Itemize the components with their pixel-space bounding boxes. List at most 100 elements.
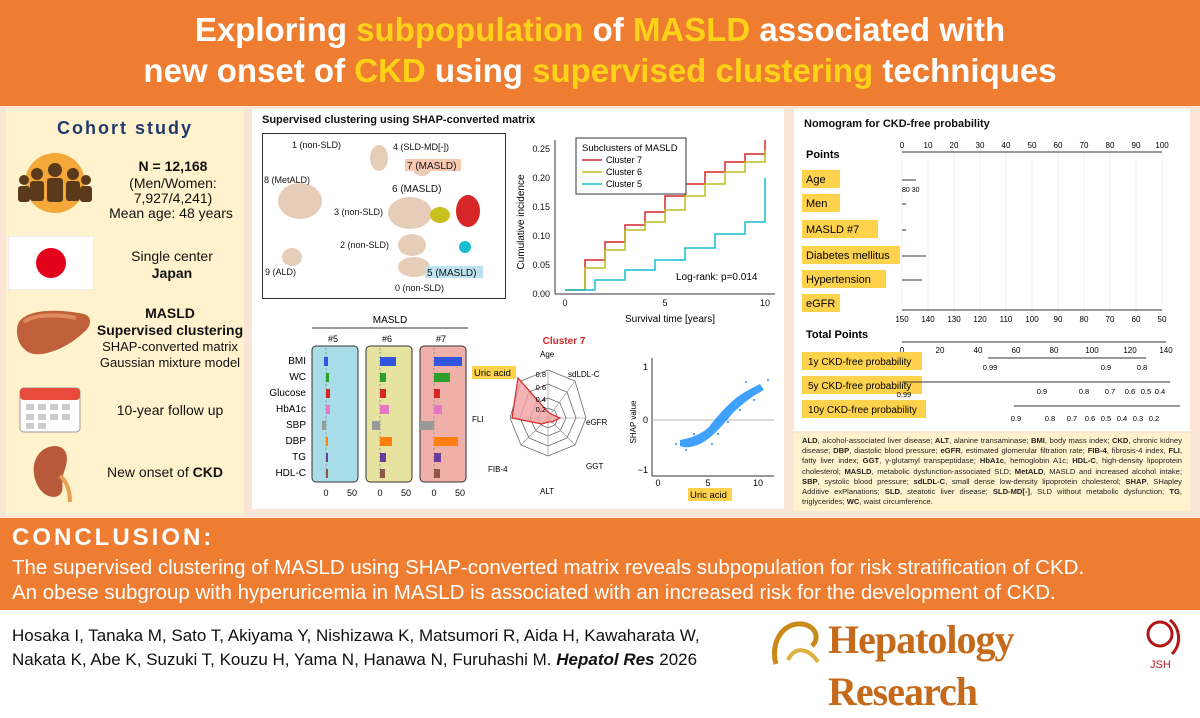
bar-row-label: HbA1c xyxy=(276,404,306,415)
umap-plot: 1 (non-SLD) 4 (SLD-MD[-]) 7 (MASLD) 8 (M… xyxy=(262,133,506,299)
abbrev-definition: , diastolic blood pressure; xyxy=(849,446,941,456)
hepatology-research-logo xyxy=(772,621,820,665)
abbrev-term: SBP xyxy=(802,476,818,486)
radar-ring-label: 0.2 xyxy=(536,405,546,414)
title-banner: Exploring subpopulation of MASLD associa… xyxy=(0,0,1200,106)
km-ytick: 0.15 xyxy=(532,202,550,212)
abbrev-term: MASLD xyxy=(844,466,872,476)
nomo-points-tick: 40 xyxy=(1002,141,1011,150)
conclusion-title: CONCLUSION: xyxy=(12,524,215,551)
abbrev-definition: , alanine transaminase; xyxy=(949,436,1031,445)
umap-title: Supervised clustering using SHAP-convert… xyxy=(262,114,536,126)
km-legend-cluster5: Cluster 5 xyxy=(606,179,642,189)
calendar-icon xyxy=(19,387,81,433)
km-ytick: 0.25 xyxy=(532,144,550,154)
umap-label-3: 3 (non-SLD) xyxy=(334,207,383,217)
abbrev-term: WC xyxy=(846,497,860,507)
abbrev-definition: , high-density lipoprotein cholesterol; xyxy=(802,456,1182,476)
radar-axis-label: Age xyxy=(540,350,555,359)
nomo-10y-tick: 0.7 xyxy=(1067,414,1077,423)
abbrev-term: SLD-MD[-] xyxy=(992,487,1030,497)
nomo-egfr-tick: 140 xyxy=(921,315,935,324)
nomo-total-tick: 120 xyxy=(1123,346,1137,355)
nomo-5y-tick: 0.6 xyxy=(1125,387,1135,396)
single-center: Single center xyxy=(131,248,213,264)
abbrev-definition: , steatotic liver disease; xyxy=(899,487,993,497)
abbrev-term: sdLDL-C xyxy=(913,476,946,486)
abbrev-term: FIB-4 xyxy=(1087,446,1107,456)
abbrev-term: DBP xyxy=(833,446,850,456)
shap-ytick: 0 xyxy=(643,415,648,425)
nomo-points-tick: 20 xyxy=(950,141,959,150)
bar-xtick: 0 xyxy=(323,488,328,498)
authors-line-2: Nakata K, Abe K, Suzuki T, Kouzu H, Yama… xyxy=(12,650,698,669)
nomo-egfr-tick: 90 xyxy=(1054,315,1063,324)
shap-xtick: 10 xyxy=(753,478,763,488)
abbrev-definition: , metabolic dysfunction-associated SLD; xyxy=(871,466,1015,476)
abbrev-definition: , SLD without metabolic dysfunction; xyxy=(1029,487,1170,497)
umap-label-9: 9 (ALD) xyxy=(265,267,296,277)
abbrev-term: HbA1c xyxy=(979,456,1004,466)
jsh-logo: JSH xyxy=(1146,618,1180,671)
abbrev-definition: , fatty liver index; xyxy=(802,446,1182,466)
radar-title: Cluster 7 xyxy=(543,336,586,347)
bar-row-label: DBP xyxy=(285,436,306,447)
nomo-egfr-tick: 60 xyxy=(1132,315,1141,324)
bar-col-5: #5 xyxy=(328,334,338,344)
nomo-total-tick: 20 xyxy=(936,346,945,355)
nomo-row-men: Men xyxy=(806,198,827,210)
nomo-points-tick: 30 xyxy=(976,141,985,150)
nomo-egfr-tick: 130 xyxy=(947,315,961,324)
abbrev-term: BMI xyxy=(1030,436,1045,445)
nomo-points-tick: 60 xyxy=(1054,141,1063,150)
radar-cluster7-area xyxy=(511,376,562,425)
conclusion-line-2: An obese subgroup with hyperuricemia in … xyxy=(12,581,1056,604)
km-xtick: 10 xyxy=(760,298,770,308)
nomo-row-hypertension: Hypertension xyxy=(806,274,871,286)
abbrev-definition: , fibrosis-4 index, xyxy=(1106,446,1169,456)
sample-size: N = 12,168 xyxy=(138,158,208,174)
abbrev-definition: , waist circumference. xyxy=(859,497,933,507)
km-ylabel: Cumulative incidence xyxy=(516,174,527,269)
km-legend-title: Subclusters of MASLD xyxy=(582,143,678,154)
bar-xtick: 50 xyxy=(455,488,465,498)
abbrev-term: ALD xyxy=(802,436,818,445)
abbrev-definition: , small dense low-density lipoprotein ch… xyxy=(945,476,1126,486)
liver-icon xyxy=(16,310,91,355)
abbrev-definition: , triglycerides; xyxy=(802,487,1183,507)
nomo-points-tick: 50 xyxy=(1028,141,1037,150)
feature-bar-panel: MASLD #5 #6 #7 BMI WC Glucose HbA1c SBP … xyxy=(269,315,468,498)
abbrev-term: HDL-C xyxy=(1072,456,1096,466)
nomogram-title: Nomogram for CKD-free probability xyxy=(804,118,990,130)
km-curve-plot: 0.25 0.20 0.15 0.10 0.05 0.00 0 5 10 Sur… xyxy=(516,137,775,325)
mean-age: Mean age: 48 years xyxy=(109,205,233,221)
nomo-10y-tick: 0.4 xyxy=(1117,414,1127,423)
nomo-egfr-tick: 110 xyxy=(1000,315,1013,324)
shap-matrix-label: SHAP-converted matrix xyxy=(102,339,238,354)
kidney-icon xyxy=(33,446,72,503)
nomo-5y-tick: 0.5 xyxy=(1141,387,1151,396)
km-ytick: 0.20 xyxy=(532,173,550,183)
conclusion-band xyxy=(0,518,1200,610)
nomo-1y-tick: 0.8 xyxy=(1137,363,1147,372)
bar-panel-title: MASLD xyxy=(373,315,407,326)
umap-label-0: 0 (non-SLD) xyxy=(395,283,444,293)
bar-row-label: HDL-C xyxy=(275,468,306,479)
abbrev-definition: , alcohol-associated liver disease; xyxy=(817,436,935,445)
journal-name: Hepatol Res xyxy=(556,650,655,669)
km-xtick: 0 xyxy=(562,298,567,308)
abbrev-definition: , hemoglobin A1c; xyxy=(1003,456,1073,466)
bar-row-label: Glucose xyxy=(269,388,306,399)
footer xyxy=(0,610,1200,676)
bar-row-label: TG xyxy=(292,452,306,463)
nomo-egfr-tick: 50 xyxy=(1158,315,1167,324)
nomogram: Points 0 10 20 30 40 50 60 70 80 90 100 … xyxy=(802,141,1180,423)
follow-up: 10-year follow up xyxy=(116,402,224,418)
shap-xlabel: Uric acid xyxy=(690,490,727,501)
title-line-2: new onset of CKD using supervised cluste… xyxy=(143,52,1057,89)
umap-label-6: 6 (MASLD) xyxy=(392,184,441,195)
km-legend-cluster6: Cluster 6 xyxy=(606,167,642,177)
nomo-points-tick: 70 xyxy=(1080,141,1089,150)
abbrev-term: GGT xyxy=(862,456,880,466)
abbrev-definition: , γ-glutamyl transpeptidase; xyxy=(879,456,980,466)
